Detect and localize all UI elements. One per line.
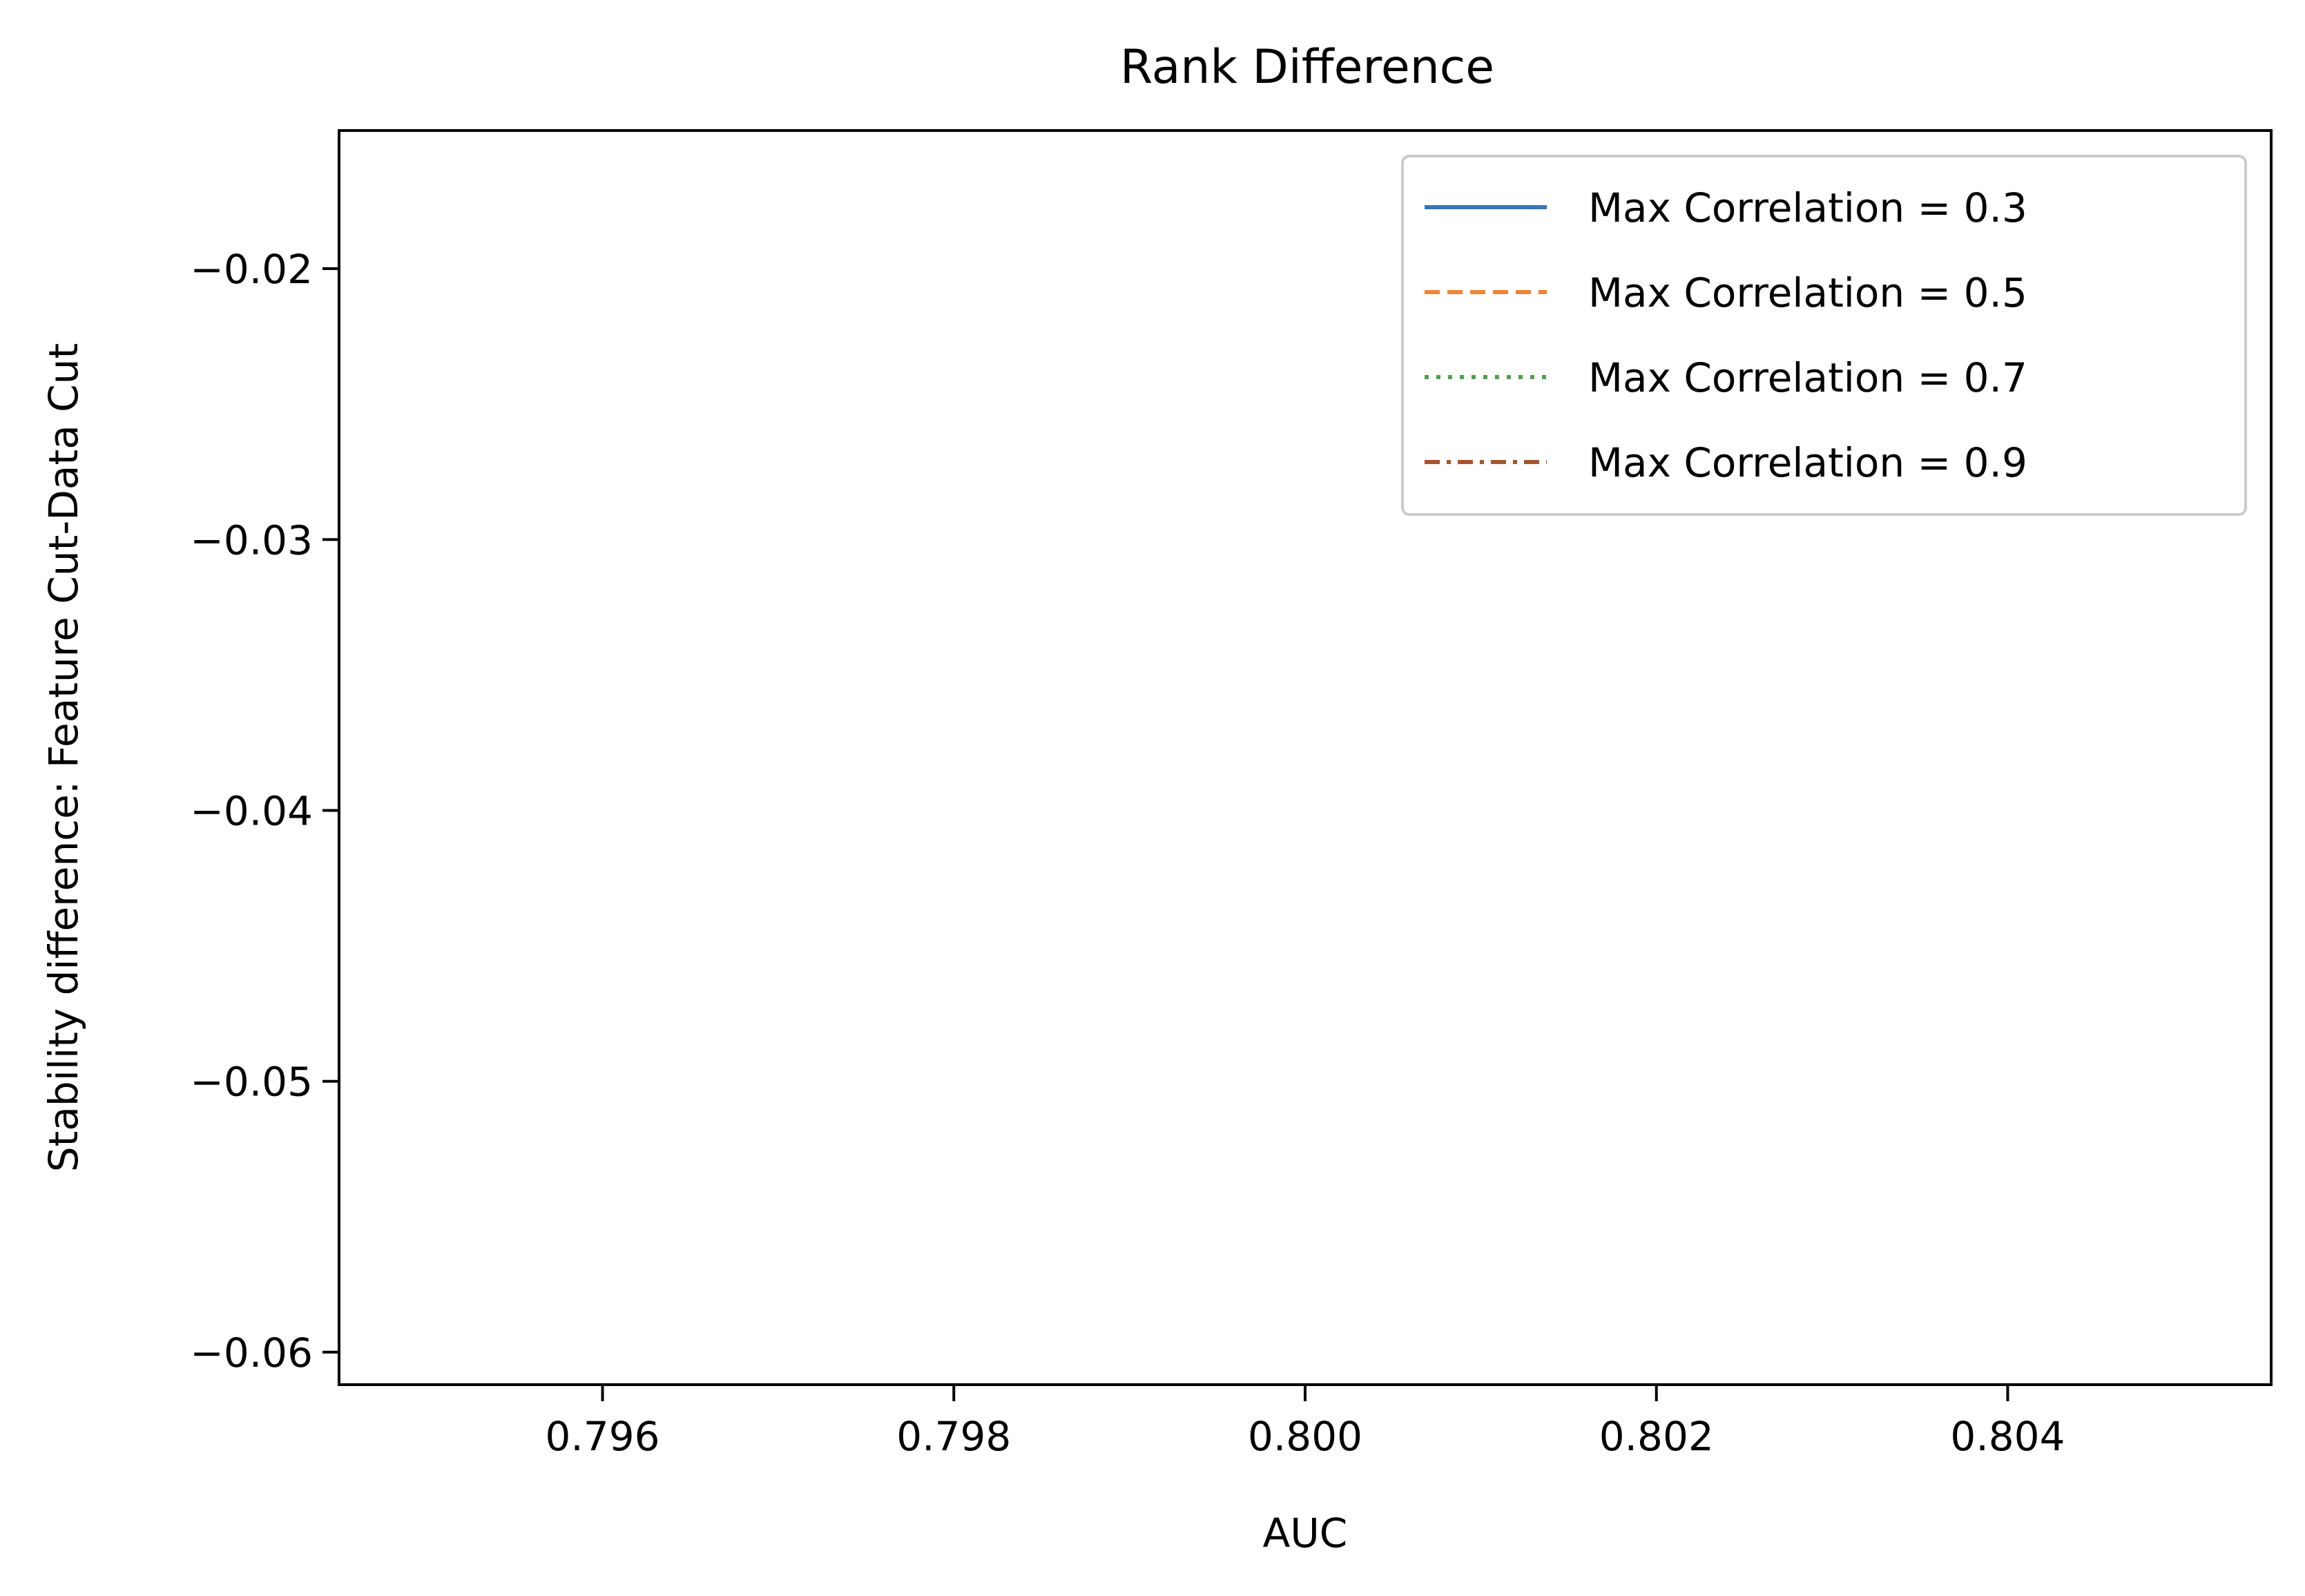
legend-box [1401,155,2247,516]
x-tick-label: 0.802 [1599,1413,1714,1460]
x-tick-label: 0.798 [896,1413,1011,1460]
x-tick-label: 0.800 [1248,1413,1362,1460]
y-tick-label: −0.02 [190,246,313,293]
x-axis-label: AUC [1263,1510,1348,1557]
x-tick-label: 0.804 [1950,1413,2065,1460]
y-axis: −0.02 −0.03 −0.04 −0.05 −0.06 [190,246,339,1376]
y-tick-label: −0.03 [190,517,313,564]
legend-label-2: Max Correlation = 0.5 [1588,269,2027,316]
legend-label-4: Max Correlation = 0.9 [1588,439,2027,486]
legend-label-1: Max Correlation = 0.3 [1588,184,2027,231]
x-axis: 0.796 0.798 0.800 0.802 0.804 [546,1385,2065,1460]
y-tick-label: −0.05 [190,1059,313,1106]
legend: Max Correlation = 0.3 Max Correlation = 0… [1401,155,2247,516]
y-tick-label: −0.06 [190,1329,313,1376]
legend-label-3: Max Correlation = 0.7 [1588,354,2027,401]
y-tick-label: −0.04 [190,787,313,834]
y-axis-label: Stability difference: Feature Cut-Data C… [40,343,87,1172]
x-tick-label: 0.796 [546,1413,660,1460]
chart-title: Rank Difference [1120,40,1494,95]
